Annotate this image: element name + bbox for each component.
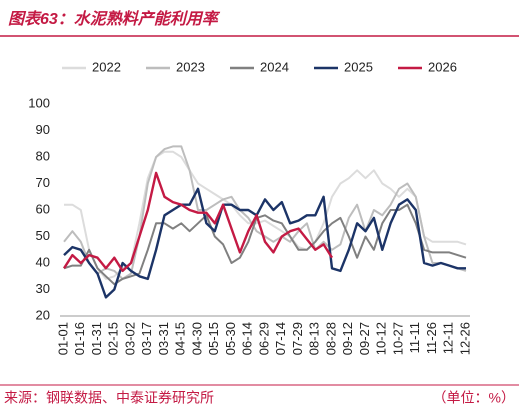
x-tick-label: 05-30 bbox=[223, 322, 238, 355]
x-tick-label: 07-14 bbox=[273, 322, 288, 355]
y-tick-label: 100 bbox=[28, 95, 50, 110]
x-tick-label: 12-11 bbox=[441, 322, 456, 354]
series-line bbox=[62, 171, 334, 273]
series-line bbox=[63, 145, 467, 280]
x-tick-label: 05-15 bbox=[206, 322, 221, 355]
x-tick-label: 12-26 bbox=[457, 322, 472, 355]
x-tick-label: 01-01 bbox=[55, 322, 70, 355]
unit: （单位：%） bbox=[433, 390, 515, 406]
y-tick-label: 40 bbox=[36, 254, 50, 269]
series-line bbox=[63, 203, 467, 286]
y-tick-label: 60 bbox=[36, 201, 50, 216]
chart-title: 图表63：水泥熟料产能利用率 bbox=[8, 10, 221, 28]
x-tick-label: 09-12 bbox=[340, 322, 355, 355]
x-tick-label: 08-13 bbox=[307, 322, 322, 355]
x-tick-label: 11-26 bbox=[424, 322, 439, 354]
x-tick-label: 04-15 bbox=[173, 322, 188, 355]
x-tick-label: 06-29 bbox=[256, 322, 271, 355]
series-line bbox=[63, 187, 466, 299]
y-tick-label: 30 bbox=[36, 281, 50, 296]
x-tick-label: 03-31 bbox=[156, 322, 171, 355]
x-tick-label: 08-28 bbox=[323, 322, 338, 355]
source: 来源：钢联数据、中泰证券研究所 bbox=[4, 390, 214, 406]
x-tick-label: 11-11 bbox=[407, 322, 422, 353]
legend-label: 2022 bbox=[92, 59, 121, 74]
x-tick-label: 03-02 bbox=[122, 322, 137, 355]
x-tick-label: 03-17 bbox=[139, 322, 154, 355]
legend-label: 2024 bbox=[260, 59, 289, 74]
x-tick-label: 02-15 bbox=[106, 322, 121, 355]
y-tick-label: 50 bbox=[36, 228, 50, 243]
x-tick-label: 04-30 bbox=[189, 322, 204, 355]
legend-label: 2025 bbox=[344, 59, 373, 74]
legend-label: 2023 bbox=[176, 59, 205, 74]
legend-label: 2026 bbox=[428, 59, 457, 74]
x-tick-label: 10-12 bbox=[374, 322, 389, 355]
x-tick-label: 01-16 bbox=[72, 322, 87, 355]
y-tick-label: 90 bbox=[36, 122, 50, 137]
x-tick-label: 09-27 bbox=[357, 322, 372, 355]
x-tick-label: 06-14 bbox=[240, 322, 255, 355]
y-tick-label: 20 bbox=[36, 307, 50, 322]
y-tick-label: 70 bbox=[36, 175, 50, 190]
y-tick-label: 80 bbox=[36, 148, 50, 163]
x-tick-label: 07-29 bbox=[290, 322, 305, 355]
x-tick-label: 10-27 bbox=[390, 322, 405, 355]
x-tick-label: 01-31 bbox=[89, 322, 104, 355]
